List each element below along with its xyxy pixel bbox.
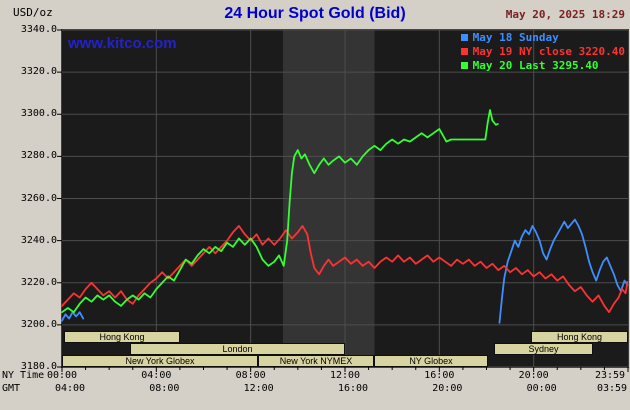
legend-item-1: May 19 NY close 3220.40 <box>460 44 625 58</box>
y-tick-label: 3220.0 <box>20 277 57 288</box>
plot-svg <box>57 29 629 372</box>
market-sessions: Hong Kong Hong Kong London Sydney New York G… <box>62 30 628 367</box>
x-tick-label-ny: 20:00 <box>518 370 549 381</box>
x-tick-label-ny: 00:00 <box>46 370 78 381</box>
session-box-london: London <box>130 343 345 355</box>
x-tick-label-ny: 23:59 <box>594 370 626 381</box>
ny-time-axis-label: NY Time <box>2 370 45 381</box>
legend-label: May 20 Last 3295.40 <box>472 58 599 72</box>
legend-marker-icon <box>460 61 468 69</box>
x-tick-label-ny: 16:00 <box>424 370 455 381</box>
price-line-2 <box>61 109 499 314</box>
x-tick-label-gmt: 08:00 <box>149 383 180 394</box>
y-tick-label: 3320.0 <box>20 66 57 77</box>
gmt-axis-label: GMT <box>2 383 21 394</box>
chart-datetime: May 20, 2025 18:29 <box>505 8 625 21</box>
x-tick-label-gmt: 03:59 <box>596 383 628 394</box>
session-box-hong-kong: Hong Kong <box>64 331 180 343</box>
x-tick-label-gmt: 12:00 <box>243 383 274 394</box>
chart-title: 24 Hour Spot Gold (Bid) <box>224 5 406 22</box>
y-tick-label: 3280.0 <box>20 150 57 161</box>
price-line-0 <box>498 218 629 324</box>
session-box-hong-kong: Hong Kong <box>531 331 628 343</box>
session-box-new-york-nymex: New York NYMEX <box>258 355 374 367</box>
x-tick-label-gmt: 20:00 <box>432 383 463 394</box>
legend-item-0: May 18 Sunday <box>460 30 559 44</box>
x-tick-label-gmt: 04:00 <box>54 383 86 394</box>
legend-label: May 19 NY close 3220.40 <box>472 44 625 58</box>
y-tick-label: 3340.0 <box>20 24 57 35</box>
x-tick-label-ny: 08:00 <box>235 370 266 381</box>
price-line-1 <box>61 224 629 314</box>
session-box-ny-globex: NY Globex <box>374 355 488 367</box>
y-axis-unit-label: USD/oz <box>13 6 53 19</box>
legend: May 18 Sunday May 19 NY close 3220.40 May … <box>460 30 625 72</box>
x-tick-label-gmt: 16:00 <box>337 383 369 394</box>
session-box-new-york-globex: New York Globex <box>62 355 258 367</box>
plot-area: Hong Kong Hong Kong London Sydney New York G… <box>57 29 629 372</box>
kitco-watermark-link[interactable]: www.kitco.com <box>68 35 177 52</box>
legend-item-2: May 20 Last 3295.40 <box>460 58 599 72</box>
y-tick-label: 3240.0 <box>20 235 57 246</box>
legend-marker-icon <box>460 33 468 41</box>
session-box-sydney: Sydney <box>494 343 593 355</box>
x-tick-label-ny: 04:00 <box>141 370 172 381</box>
legend-label: May 18 Sunday <box>472 30 559 44</box>
x-tick-label-ny: 12:00 <box>329 370 361 381</box>
legend-marker-icon <box>460 47 468 55</box>
x-tick-label-gmt: 00:00 <box>526 383 557 394</box>
y-tick-label: 3180.0 <box>20 361 57 372</box>
y-tick-label: 3200.0 <box>20 319 57 330</box>
y-tick-label: 3260.0 <box>20 193 57 204</box>
y-tick-label: 3300.0 <box>20 108 57 119</box>
